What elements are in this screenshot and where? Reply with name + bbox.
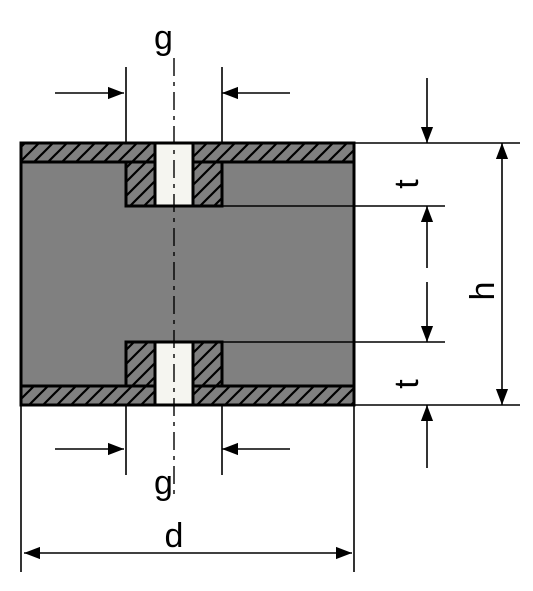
dim-d-label: d — [165, 517, 184, 555]
dim-g-bottom-label: g — [154, 464, 173, 502]
dim-t-bottom-label: t — [388, 379, 426, 389]
dim-h-label: h — [464, 282, 502, 301]
dim-g-top-label: g — [154, 19, 173, 57]
dim-t-top-label: t — [388, 179, 426, 189]
engineering-diagram: ggdtth — [0, 0, 533, 591]
